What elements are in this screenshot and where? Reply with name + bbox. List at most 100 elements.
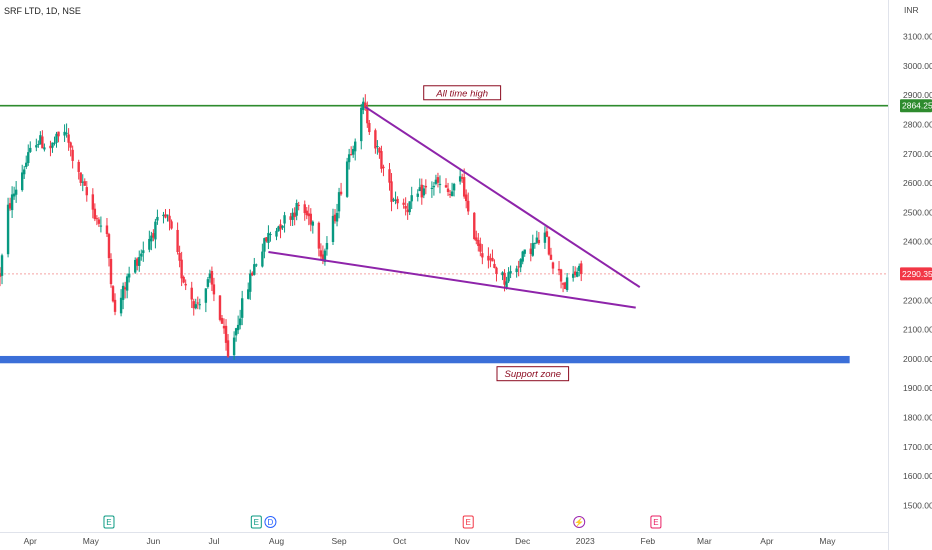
y-tick-label: 1500.00 bbox=[903, 500, 932, 510]
candle-body bbox=[251, 272, 254, 276]
candle-body bbox=[388, 169, 391, 183]
candle-body bbox=[458, 176, 462, 182]
x-tick-label: May bbox=[819, 536, 836, 546]
candle bbox=[479, 237, 482, 257]
candle bbox=[166, 214, 169, 222]
candle-body bbox=[91, 194, 95, 210]
candle-body bbox=[123, 287, 127, 290]
candle-body bbox=[194, 304, 197, 309]
candle-body bbox=[121, 285, 125, 300]
x-tick-label: Oct bbox=[393, 536, 407, 546]
candle-body bbox=[107, 234, 111, 259]
candle-body bbox=[0, 255, 4, 276]
candle-body bbox=[349, 154, 353, 156]
candle-body bbox=[404, 206, 407, 209]
candle bbox=[37, 140, 40, 148]
y-tick-label: 2600.00 bbox=[903, 178, 932, 188]
candle-body bbox=[109, 258, 113, 285]
candle-body bbox=[475, 237, 478, 241]
candle bbox=[477, 233, 480, 252]
candle bbox=[93, 203, 97, 222]
candle-body bbox=[317, 222, 321, 249]
candle bbox=[573, 266, 577, 278]
event-marker-glyph: E bbox=[254, 518, 259, 527]
candle-body bbox=[351, 149, 355, 155]
candle bbox=[291, 208, 294, 226]
candles bbox=[0, 94, 583, 360]
candle-body bbox=[164, 214, 167, 218]
candle-body bbox=[368, 122, 371, 133]
candle-body bbox=[436, 177, 440, 183]
candle-body bbox=[422, 188, 426, 196]
candle-body bbox=[325, 243, 329, 250]
y-tick-label: 2000.00 bbox=[903, 354, 932, 364]
candle bbox=[473, 212, 476, 241]
candle bbox=[349, 146, 353, 156]
candle bbox=[240, 290, 244, 326]
candle-body bbox=[53, 142, 56, 144]
candle bbox=[487, 247, 490, 269]
candle-body bbox=[29, 147, 32, 152]
candle bbox=[194, 298, 197, 310]
candle bbox=[331, 208, 335, 245]
candle bbox=[178, 245, 181, 268]
candle-body bbox=[249, 273, 252, 292]
candle bbox=[21, 164, 24, 192]
candle bbox=[515, 265, 518, 278]
x-tick-label: Apr bbox=[24, 536, 37, 546]
y-tick-label: 2800.00 bbox=[903, 120, 932, 130]
y-tick-label: 2400.00 bbox=[903, 237, 932, 247]
candle-body bbox=[25, 162, 28, 167]
candle-body bbox=[364, 102, 367, 108]
candle-body bbox=[438, 183, 442, 185]
candle bbox=[77, 159, 80, 180]
event-marker[interactable]: E bbox=[103, 515, 115, 529]
candle bbox=[57, 131, 60, 143]
candle-body bbox=[138, 257, 141, 266]
event-marker[interactable]: E bbox=[650, 515, 662, 529]
candle bbox=[410, 186, 413, 209]
candle-body bbox=[277, 226, 280, 232]
candle bbox=[232, 331, 236, 360]
candle-body bbox=[309, 213, 312, 225]
candle bbox=[345, 157, 349, 198]
candle bbox=[236, 315, 240, 334]
candle bbox=[91, 188, 95, 219]
candle-body bbox=[446, 188, 450, 192]
candle-body bbox=[253, 264, 256, 275]
candle bbox=[467, 192, 470, 215]
candle bbox=[543, 226, 547, 249]
candle-body bbox=[517, 266, 520, 268]
event-marker[interactable]: E bbox=[462, 515, 474, 529]
candle-body bbox=[27, 152, 30, 164]
x-tick-label: Aug bbox=[269, 536, 284, 546]
event-marker[interactable]: D bbox=[264, 516, 277, 528]
candle bbox=[226, 334, 230, 358]
candle bbox=[83, 178, 86, 186]
x-tick-label: 2023 bbox=[576, 536, 595, 546]
candle-body bbox=[549, 254, 553, 260]
candle bbox=[51, 142, 54, 153]
candle-body bbox=[408, 201, 411, 213]
candle bbox=[422, 185, 426, 199]
candle-body bbox=[523, 249, 526, 254]
candle bbox=[95, 215, 99, 226]
candle bbox=[436, 172, 440, 188]
x-tick-label: Mar bbox=[697, 536, 712, 546]
candle bbox=[297, 201, 300, 211]
candle-body bbox=[507, 272, 510, 282]
candle-body bbox=[297, 204, 300, 206]
candle-body bbox=[487, 255, 490, 261]
candle-body bbox=[503, 272, 506, 285]
candle bbox=[204, 288, 208, 313]
candle-body bbox=[376, 146, 379, 148]
event-marker[interactable]: E bbox=[250, 515, 262, 529]
candle-body bbox=[362, 101, 365, 110]
event-marker[interactable]: ⚡ bbox=[573, 516, 586, 528]
candle bbox=[418, 178, 421, 192]
candle bbox=[208, 269, 212, 283]
candle bbox=[164, 209, 167, 219]
candle-body bbox=[240, 298, 244, 318]
candle bbox=[29, 141, 32, 153]
